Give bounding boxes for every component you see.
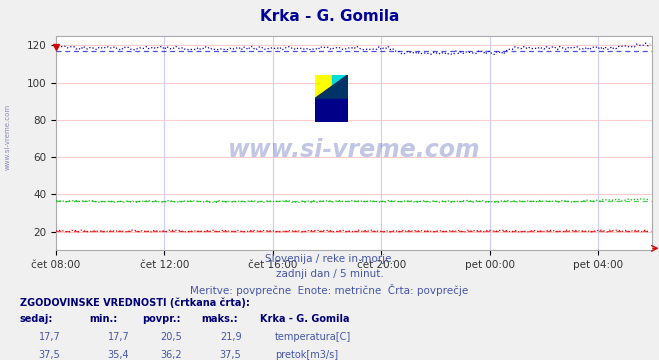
Bar [332,75,348,98]
Text: zadnji dan / 5 minut.: zadnji dan / 5 minut. [275,269,384,279]
Text: Krka - G. Gomila: Krka - G. Gomila [260,9,399,24]
Text: Slovenija / reke in morje.: Slovenija / reke in morje. [264,254,395,264]
Text: temperatura[C]: temperatura[C] [275,332,351,342]
Text: 37,5: 37,5 [38,350,61,360]
Bar [316,75,332,98]
Text: Meritve: povprečne  Enote: metrične  Črta: povprečje: Meritve: povprečne Enote: metrične Črta:… [190,284,469,296]
Text: min.:: min.: [89,314,117,324]
Text: maks.:: maks.: [201,314,238,324]
Polygon shape [316,98,348,122]
Text: sedaj:: sedaj: [20,314,53,324]
Text: ZGODOVINSKE VREDNOSTI (črtkana črta):: ZGODOVINSKE VREDNOSTI (črtkana črta): [20,297,250,307]
Text: 17,7: 17,7 [38,332,61,342]
Text: 36,2: 36,2 [161,350,182,360]
Text: 37,5: 37,5 [219,350,242,360]
Text: povpr.:: povpr.: [142,314,180,324]
Text: 35,4: 35,4 [108,350,129,360]
Text: Krka - G. Gomila: Krka - G. Gomila [260,314,350,324]
Text: www.si-vreme.com: www.si-vreme.com [228,138,480,162]
Polygon shape [316,75,348,98]
Text: www.si-vreme.com: www.si-vreme.com [5,104,11,170]
Text: 21,9: 21,9 [220,332,241,342]
Text: 20,5: 20,5 [160,332,183,342]
Text: pretok[m3/s]: pretok[m3/s] [275,350,338,360]
Text: 17,7: 17,7 [107,332,130,342]
